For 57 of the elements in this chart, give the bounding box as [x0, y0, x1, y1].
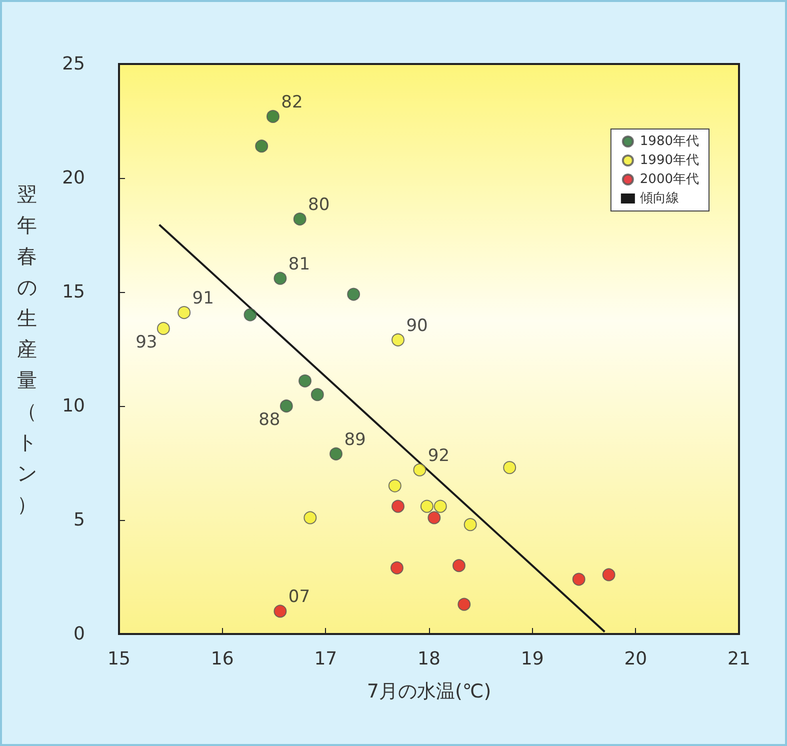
legend-label: 2000年代 [640, 172, 700, 187]
annotation: 88 [258, 410, 280, 430]
point [310, 388, 324, 402]
annotation: 93 [136, 332, 158, 352]
legend-label: 1980年代 [640, 134, 700, 149]
point [503, 461, 516, 474]
point [390, 561, 404, 574]
point [392, 333, 404, 346]
point [156, 322, 170, 335]
annotation: 89 [344, 430, 366, 450]
annotation: 92 [428, 446, 450, 466]
x-tick-label: 21 [728, 648, 750, 670]
point [347, 288, 360, 301]
point [274, 272, 287, 285]
annotation: 91 [192, 288, 214, 309]
point [304, 511, 317, 524]
point [413, 463, 426, 476]
x-tick-label: 20 [624, 648, 648, 670]
point [255, 140, 268, 153]
point [274, 604, 287, 618]
annotation: 80 [308, 195, 330, 216]
annotation: 07 [288, 587, 310, 608]
x-tick-label: 18 [418, 648, 440, 670]
x-tick-label: 15 [108, 648, 130, 670]
point [293, 212, 306, 226]
text: 翌年春の生産量（トン） [17, 182, 37, 516]
point [244, 308, 257, 322]
x-axis-title: 7月の水温(℃) [366, 680, 492, 702]
annotation: 82 [281, 92, 303, 112]
point [434, 500, 447, 513]
point [298, 374, 312, 388]
y-tick-label: 5 [74, 510, 85, 530]
point [330, 447, 342, 460]
point [178, 306, 191, 320]
y-tick-label: 10 [62, 396, 85, 416]
annotation: 90 [406, 316, 428, 336]
x-tick-label: 17 [314, 648, 338, 670]
point [388, 479, 402, 492]
point [572, 572, 586, 586]
y-tick-label: 25 [62, 54, 85, 74]
legend-label: 傾向線 [640, 191, 679, 206]
point [458, 598, 471, 611]
x-tick-label: 19 [520, 648, 544, 670]
y-tick-label: 0 [74, 624, 85, 644]
point [280, 400, 293, 412]
point [420, 500, 434, 513]
annotation: 81 [288, 254, 310, 274]
y-tick-label: 15 [62, 282, 85, 302]
legend-label: 1990年代 [640, 153, 700, 168]
y-tick-label: 20 [62, 168, 85, 188]
point [602, 568, 616, 582]
point [392, 500, 404, 513]
point [452, 559, 466, 572]
point [464, 518, 477, 532]
point [266, 110, 280, 123]
x-tick-label: 16 [210, 648, 234, 670]
point [428, 511, 441, 524]
